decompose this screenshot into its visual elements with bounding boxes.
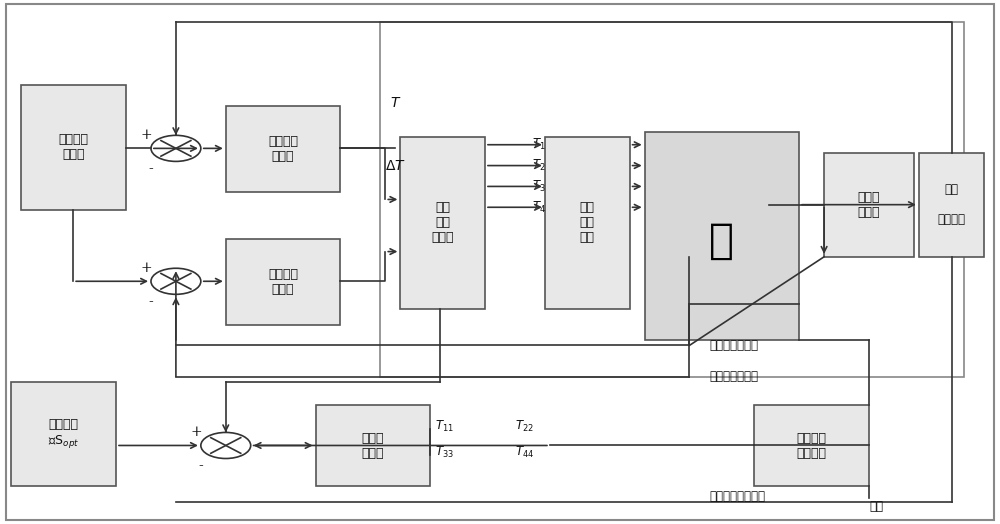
Text: 驾驶员需
求车速: 驾驶员需 求车速 — [59, 133, 89, 161]
FancyBboxPatch shape — [645, 132, 799, 340]
Text: $T_1$: $T_1$ — [532, 137, 546, 152]
FancyBboxPatch shape — [316, 406, 430, 486]
Text: $T_{22}$: $T_{22}$ — [515, 419, 534, 434]
Text: 横摆力矩
控制器: 横摆力矩 控制器 — [268, 268, 298, 296]
Text: $T_4$: $T_4$ — [532, 200, 546, 215]
Text: +: + — [140, 128, 152, 143]
Text: 🚗: 🚗 — [709, 220, 734, 262]
Text: 速度跟随
控制器: 速度跟随 控制器 — [268, 135, 298, 162]
Text: -: - — [198, 460, 203, 473]
Circle shape — [201, 432, 251, 458]
Text: $T$: $T$ — [390, 96, 401, 110]
FancyBboxPatch shape — [545, 137, 630, 309]
FancyBboxPatch shape — [11, 382, 116, 486]
Text: 轮速: 轮速 — [869, 500, 883, 514]
FancyBboxPatch shape — [6, 4, 994, 520]
Text: -: - — [149, 162, 153, 176]
Text: 各滑转率
计算模块: 各滑转率 计算模块 — [797, 432, 827, 460]
FancyBboxPatch shape — [21, 85, 126, 210]
FancyBboxPatch shape — [226, 238, 340, 324]
Text: $T_{11}$: $T_{11}$ — [435, 419, 454, 434]
Text: 车速

前轮转角: 车速 前轮转角 — [937, 183, 965, 226]
FancyBboxPatch shape — [380, 22, 964, 377]
Text: -: - — [149, 295, 153, 309]
FancyBboxPatch shape — [400, 137, 485, 309]
FancyBboxPatch shape — [754, 406, 869, 486]
Circle shape — [151, 268, 201, 294]
FancyBboxPatch shape — [226, 106, 340, 192]
Text: 各车轮实际滑转率: 各车轮实际滑转率 — [709, 490, 765, 503]
Text: +: + — [190, 425, 202, 440]
FancyBboxPatch shape — [824, 152, 914, 257]
Text: 力矩
分配
控制器: 力矩 分配 控制器 — [431, 201, 454, 244]
Text: 各电
机控
制器: 各电 机控 制器 — [580, 201, 595, 244]
Text: $T_{44}$: $T_{44}$ — [515, 445, 534, 460]
Text: +: + — [140, 261, 152, 275]
Text: $T_{33}$: $T_{33}$ — [435, 445, 454, 460]
Text: $T_2$: $T_2$ — [532, 158, 546, 173]
Text: 实际横摆角速度: 实际横摆角速度 — [709, 370, 758, 383]
Text: $T_3$: $T_3$ — [532, 179, 546, 194]
Text: $\Delta T$: $\Delta T$ — [385, 159, 406, 172]
Text: 理想横摆角速度: 理想横摆角速度 — [709, 339, 758, 352]
Text: 滑转率
控制器: 滑转率 控制器 — [362, 432, 384, 460]
Text: 最佳滑转
率S$_{opt}$: 最佳滑转 率S$_{opt}$ — [48, 418, 79, 450]
Text: 理想汽
车模型: 理想汽 车模型 — [858, 191, 880, 219]
FancyBboxPatch shape — [919, 152, 984, 257]
Circle shape — [151, 135, 201, 161]
